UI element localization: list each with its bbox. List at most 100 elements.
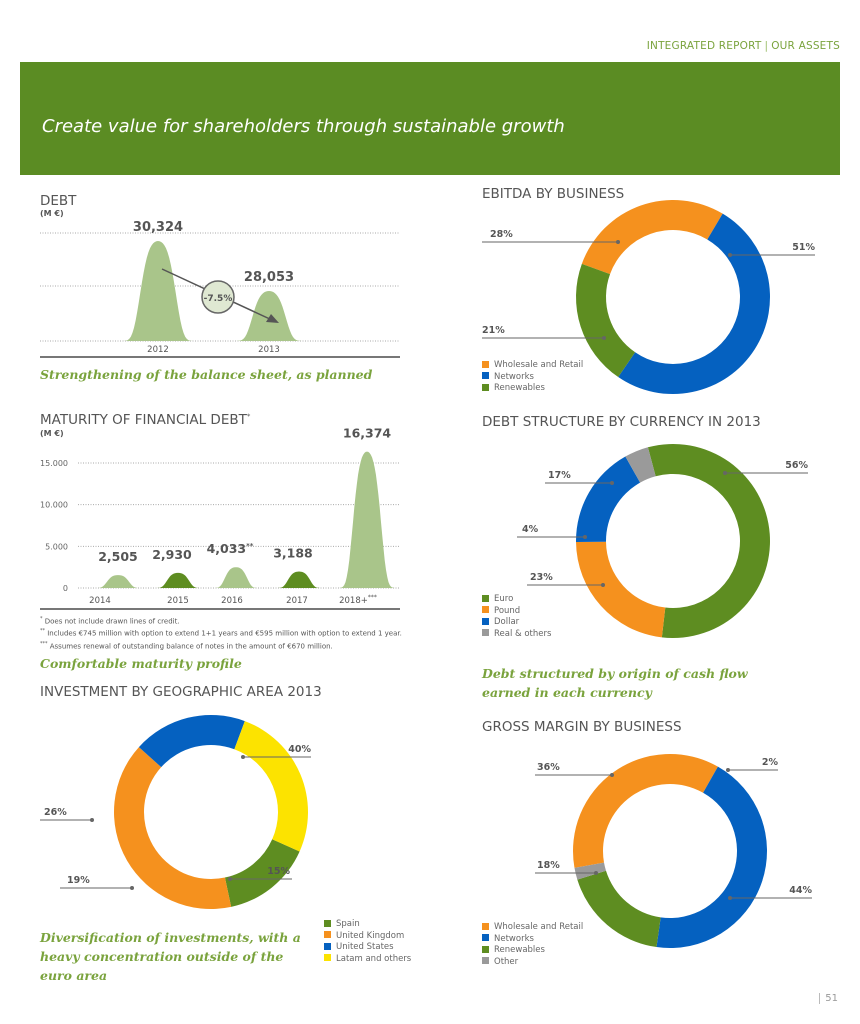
currency-slice bbox=[647, 444, 770, 639]
legend-item: Latam and others bbox=[324, 954, 411, 966]
maturity-value-label: 2,505 bbox=[98, 549, 138, 564]
year-text: 2018+ bbox=[339, 596, 368, 606]
currency-title: DEBT STRUCTURE BY CURRENCY IN 2013 bbox=[482, 414, 761, 430]
legend-label: Real & others bbox=[494, 628, 552, 639]
legend-swatch bbox=[324, 942, 331, 950]
investment-percent-label: 15% bbox=[267, 866, 290, 877]
legend-swatch bbox=[324, 954, 331, 961]
value-mark: ** bbox=[246, 542, 254, 550]
change-badge bbox=[201, 280, 235, 314]
footnote-mark: * bbox=[40, 616, 43, 622]
header-section: INTEGRATED REPORT bbox=[646, 40, 762, 52]
currency-caption: Debt structured by origin of cash flow e… bbox=[482, 666, 748, 700]
gross-slice bbox=[573, 753, 718, 868]
maturity-value-label: 2,930 bbox=[152, 547, 192, 562]
legend-label: Renewables bbox=[494, 383, 545, 393]
leader-dot bbox=[726, 768, 730, 772]
debt-value-label: 30,324 bbox=[133, 220, 183, 235]
debt-caption: Strengthening of the balance sheet, as p… bbox=[40, 367, 373, 382]
year-text: 2015 bbox=[167, 596, 189, 606]
y-tick-label: 5.000 bbox=[45, 542, 68, 551]
y-tick-label: 10.000 bbox=[40, 501, 68, 510]
maturity-title-mark: * bbox=[246, 412, 251, 421]
maturity-peak-2015 bbox=[148, 572, 208, 588]
legend-swatch bbox=[482, 945, 489, 953]
legend-swatch bbox=[482, 629, 489, 636]
legend-label: Wholesale and Retail bbox=[494, 922, 584, 932]
legend-item: Wholesale and Retail bbox=[482, 922, 583, 934]
legend-swatch bbox=[324, 919, 331, 927]
value-text: 2,505 bbox=[98, 549, 138, 564]
footnote-text: Assumes renewal of outstanding balance o… bbox=[49, 641, 333, 650]
leader-dot bbox=[90, 818, 94, 822]
maturity-title-text: MATURITY OF FINANCIAL DEBT bbox=[40, 412, 247, 428]
debt-value-label: 28,053 bbox=[244, 270, 294, 285]
header-subsection: OUR ASSETS bbox=[771, 40, 840, 52]
gross-percent-label: 44% bbox=[789, 885, 812, 896]
year-text: 2016 bbox=[221, 596, 243, 606]
leader-dot bbox=[583, 535, 587, 539]
currency-legend: Euro Pound Dollar Real & others bbox=[482, 594, 551, 640]
legend-label: Euro bbox=[494, 594, 514, 604]
y-tick-label: 15.000 bbox=[40, 459, 68, 468]
legend-item: Networks bbox=[482, 372, 583, 384]
maturity-value-label: 3,188 bbox=[273, 546, 313, 561]
maturity-peak-2017 bbox=[269, 571, 329, 588]
year-mark: *** bbox=[368, 594, 377, 601]
footnote: *** Assumes renewal of outstanding balan… bbox=[40, 639, 402, 651]
footnote-mark: ** bbox=[40, 628, 45, 635]
maturity-peak-2014 bbox=[88, 575, 148, 588]
leader-dot bbox=[616, 240, 620, 244]
legend-swatch bbox=[482, 606, 489, 613]
debt-title: DEBT bbox=[40, 193, 77, 209]
debt-unit: (M €) bbox=[40, 209, 64, 218]
debt-year-label: 2012 bbox=[147, 345, 169, 355]
maturity-year-label: 2017 bbox=[286, 596, 308, 606]
gross-slice bbox=[577, 870, 661, 948]
currency-percent-label: 23% bbox=[530, 572, 553, 583]
gross-title: GROSS MARGIN BY BUSINESS bbox=[482, 719, 682, 735]
maturity-year-label: 2016 bbox=[221, 596, 243, 606]
title-banner: Create value for shareholders through su… bbox=[20, 62, 840, 175]
maturity-value-label: 4,033** bbox=[207, 541, 254, 556]
investment-slice bbox=[138, 715, 245, 768]
ebitda-percent-label: 28% bbox=[490, 229, 513, 240]
leader-dot bbox=[594, 871, 598, 875]
legend-label: Dollar bbox=[494, 617, 520, 627]
leader-dot bbox=[228, 877, 232, 881]
running-header: INTEGRATED REPORT | OUR ASSETS bbox=[647, 40, 840, 52]
leader-dot bbox=[601, 583, 605, 587]
value-text: 16,374 bbox=[343, 426, 392, 441]
gross-slice bbox=[656, 766, 767, 948]
legend-swatch bbox=[482, 934, 489, 941]
legend-swatch bbox=[482, 360, 489, 368]
ebitda-percent-label: 21% bbox=[482, 325, 505, 336]
gross-percent-label: 2% bbox=[762, 757, 779, 768]
legend-swatch bbox=[482, 957, 489, 964]
leader-dot bbox=[610, 773, 614, 777]
currency-slice bbox=[576, 456, 641, 543]
leader-dot bbox=[130, 886, 134, 890]
legend-swatch bbox=[482, 383, 489, 391]
currency-slice bbox=[576, 541, 666, 638]
gross-percent-label: 36% bbox=[537, 762, 560, 773]
legend-swatch bbox=[324, 931, 331, 938]
year-text: 2017 bbox=[286, 596, 308, 606]
gross-slice bbox=[574, 862, 606, 880]
header-separator: | bbox=[764, 40, 769, 52]
currency-percent-label: 56% bbox=[785, 460, 808, 471]
footnote-text: Does not include drawn lines of credit. bbox=[44, 617, 180, 626]
ebitda-percent-label: 51% bbox=[792, 242, 815, 253]
leader-dot bbox=[610, 481, 614, 485]
debt-peak-2012 bbox=[110, 241, 206, 341]
maturity-title: MATURITY OF FINANCIAL DEBT* bbox=[40, 412, 250, 428]
legend-swatch bbox=[482, 594, 489, 602]
legend-item: Dollar bbox=[482, 617, 551, 629]
ebitda-slice bbox=[576, 263, 636, 378]
legend-item: Wholesale and Retail bbox=[482, 360, 583, 372]
currency-percent-label: 4% bbox=[522, 524, 539, 535]
gross-legend: Wholesale and Retail Networks Renewables Ot… bbox=[482, 922, 583, 968]
legend-item: Renewables bbox=[482, 383, 583, 395]
investment-caption: Diversification of investments, with a h… bbox=[40, 930, 301, 983]
